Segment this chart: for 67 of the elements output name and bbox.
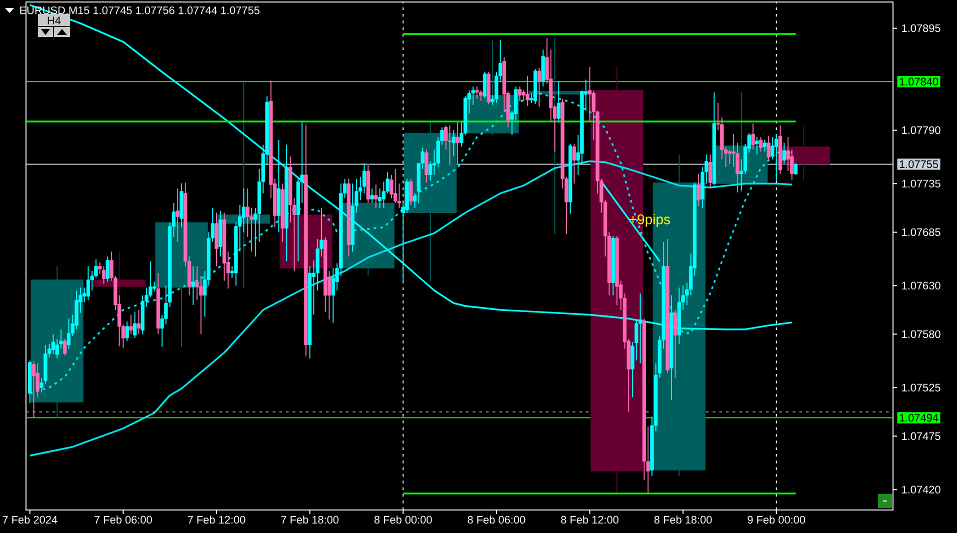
y-tick-label: 1.07475 bbox=[902, 432, 940, 440]
candlestick bbox=[102, 266, 106, 284]
candlestick bbox=[482, 71, 487, 99]
candlestick bbox=[331, 268, 335, 324]
candlestick bbox=[452, 130, 456, 157]
y-tick-label: 1.07895 bbox=[902, 24, 940, 32]
x-tick-label: 7 Feb 18:00 bbox=[281, 516, 339, 524]
candlestick bbox=[758, 136, 763, 152]
candlestick bbox=[762, 139, 767, 152]
candlestick bbox=[136, 309, 141, 335]
candlestick bbox=[125, 321, 129, 342]
candlestick bbox=[374, 184, 378, 208]
candlestick bbox=[176, 188, 180, 242]
candlestick bbox=[526, 75, 530, 106]
candlestick bbox=[106, 256, 110, 282]
y-tick-label: 1.07685 bbox=[902, 228, 940, 236]
x-tick-label: 7 Feb 06:00 bbox=[94, 516, 152, 524]
candlestick bbox=[370, 188, 374, 204]
candlestick bbox=[63, 338, 67, 356]
candlestick bbox=[448, 124, 452, 166]
candlestick bbox=[518, 86, 522, 102]
ref-line-label: 1.07494 bbox=[900, 414, 938, 422]
candlestick bbox=[774, 134, 778, 182]
candlestick bbox=[755, 136, 759, 155]
candlestick bbox=[51, 334, 56, 354]
candlestick bbox=[456, 122, 460, 166]
candlestick bbox=[673, 309, 678, 378]
candlestick bbox=[708, 154, 712, 189]
y-tick-label: 1.07735 bbox=[902, 180, 940, 188]
candlestick bbox=[556, 81, 560, 123]
candlestick bbox=[572, 143, 576, 184]
y-tick-label: 1.07420 bbox=[902, 486, 940, 494]
y-tick-label: 1.07580 bbox=[902, 330, 940, 338]
candlestick bbox=[409, 178, 413, 206]
candlestick bbox=[412, 192, 417, 208]
ref-line-label: 1.07840 bbox=[900, 78, 938, 86]
y-tick-label: 1.07790 bbox=[902, 126, 940, 134]
y-tick-label: 1.07630 bbox=[902, 282, 940, 290]
x-tick-label: 8 Feb 00:00 bbox=[374, 516, 432, 524]
candlestick bbox=[794, 162, 798, 176]
ref-line-label: 1.07755 bbox=[900, 160, 938, 168]
annotation: H4 bbox=[48, 16, 61, 24]
candlestick bbox=[394, 168, 398, 204]
x-tick-label: 9 Feb 00:00 bbox=[748, 516, 806, 524]
candlestick bbox=[751, 122, 755, 150]
candlestick bbox=[728, 149, 732, 165]
x-tick-label: 7 Feb 12:00 bbox=[188, 516, 246, 524]
candlestick bbox=[32, 360, 36, 418]
candlestick bbox=[424, 149, 428, 184]
candlestick bbox=[66, 318, 71, 350]
y-tick-label: 1.07525 bbox=[902, 384, 940, 392]
candlestick bbox=[152, 281, 156, 292]
x-tick-label: 7 Feb 2024 bbox=[2, 516, 58, 524]
candlestick bbox=[475, 86, 479, 100]
x-tick-label: 8 Feb 18:00 bbox=[654, 516, 712, 524]
candlestick bbox=[86, 266, 90, 301]
candlestick bbox=[479, 90, 483, 102]
annotation: +9pips bbox=[630, 214, 670, 228]
candlestick bbox=[766, 136, 770, 161]
x-tick-label: 8 Feb 12:00 bbox=[561, 516, 618, 524]
candlestick bbox=[133, 311, 137, 339]
candlestick bbox=[696, 173, 700, 206]
candlestick bbox=[782, 142, 786, 165]
candlestick bbox=[537, 68, 542, 108]
candlestick bbox=[129, 314, 133, 335]
x-tick-label: 8 Feb 06:00 bbox=[468, 516, 526, 524]
candlestick bbox=[191, 266, 196, 306]
